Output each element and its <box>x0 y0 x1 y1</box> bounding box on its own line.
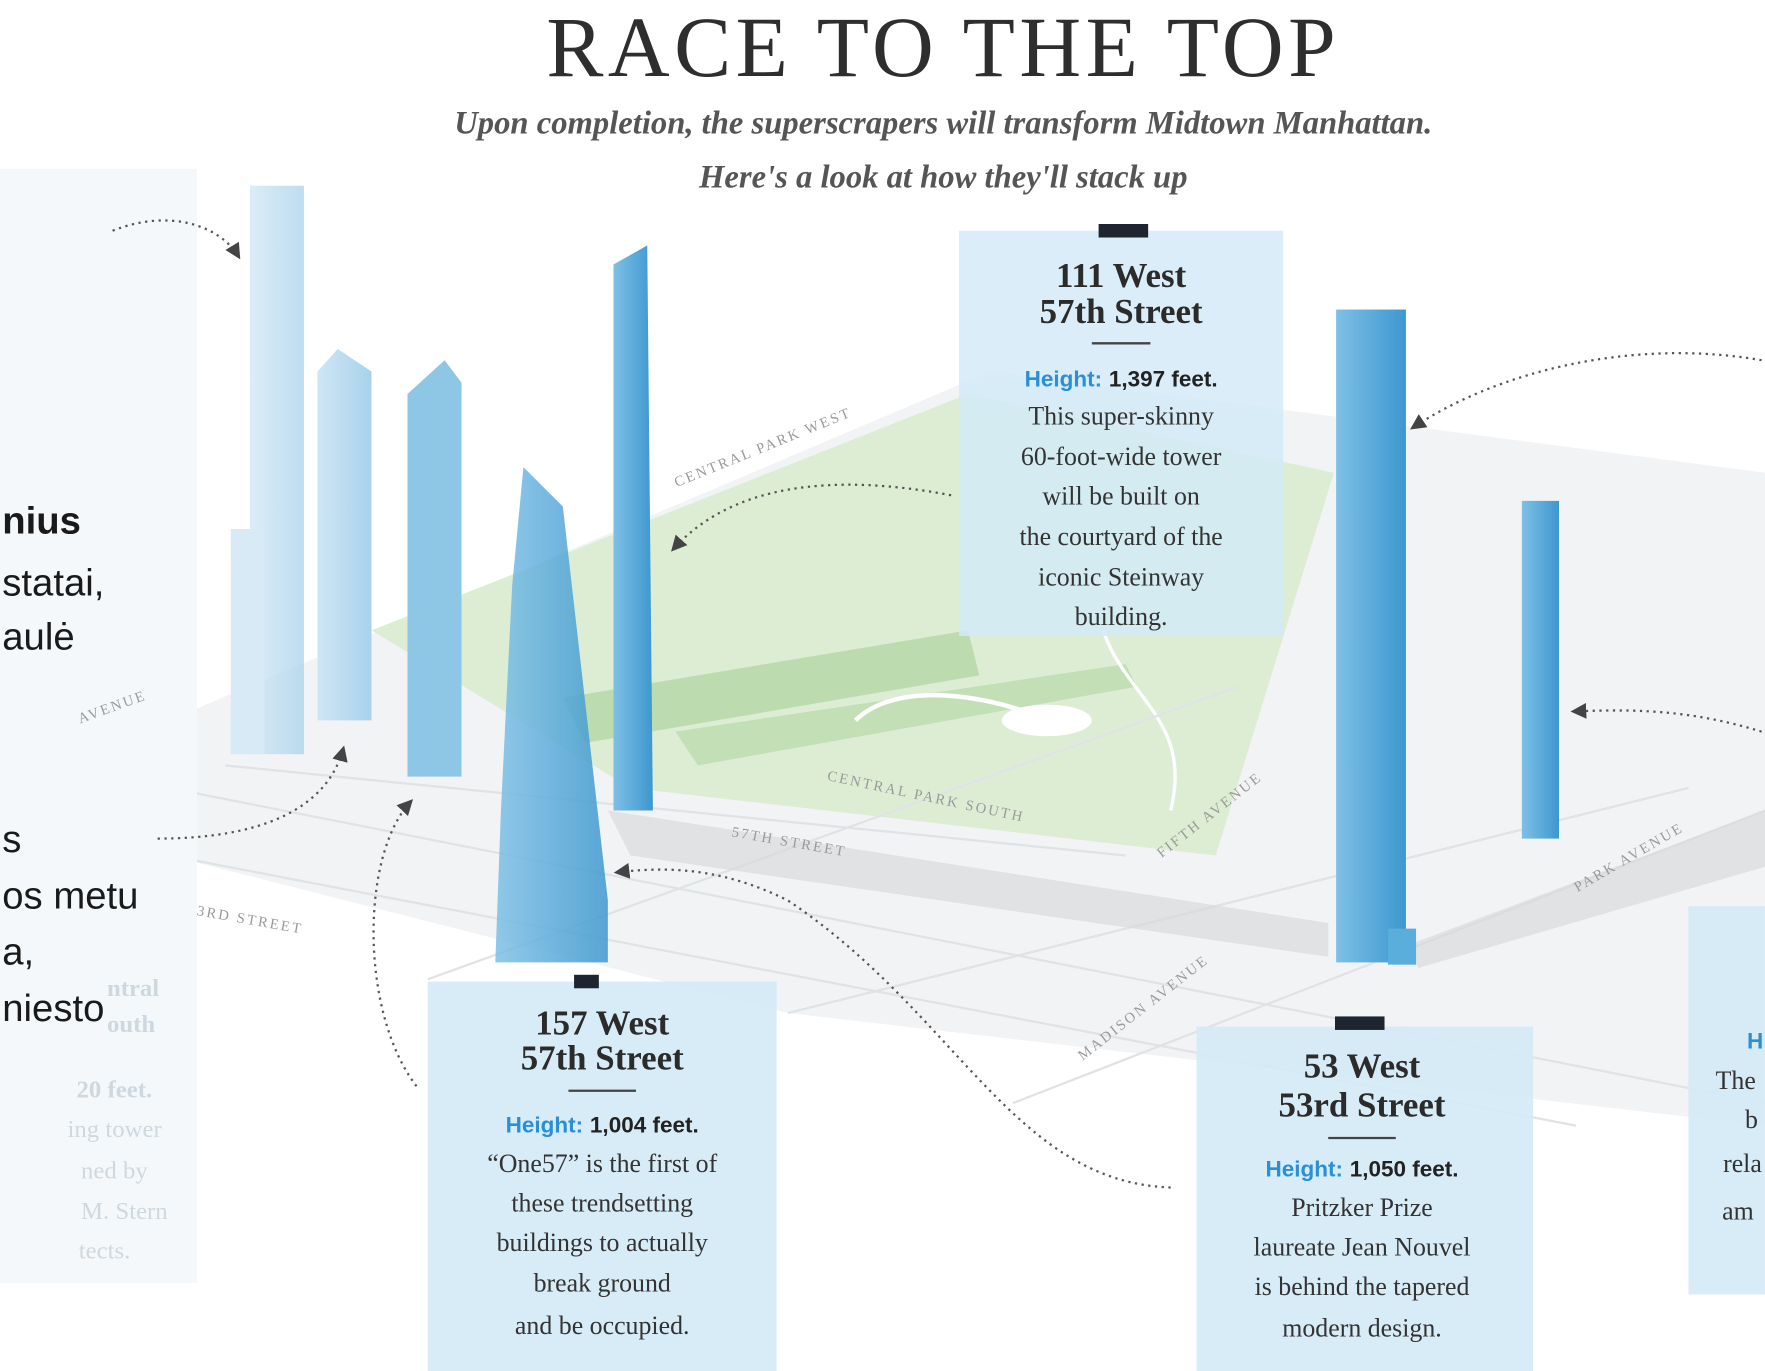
subtitle: Upon completion, the superscrapers will … <box>454 106 1432 142</box>
arrows <box>112 219 1762 1189</box>
partial-text: The <box>1716 1066 1756 1095</box>
callout-text: modern design. <box>1282 1313 1442 1342</box>
street-label: 3RD STREET <box>196 903 305 937</box>
buildings <box>230 185 1559 965</box>
callout-text: iconic Steinway <box>1038 563 1204 592</box>
callout: 157 West 57th Street Height: 1,004 feet. … <box>427 974 777 1371</box>
partial-text: b <box>1745 1105 1758 1134</box>
callout-text: will be built on <box>1042 482 1199 511</box>
overlay-text: nius statai, aulė s os metu a, niesto <box>2 500 138 1030</box>
callout-text: the courtyard of the <box>1019 522 1222 551</box>
callout-text: and be occupied. <box>515 1311 690 1340</box>
building <box>1521 500 1559 839</box>
building <box>1387 928 1417 965</box>
callout-box <box>1196 1026 1534 1371</box>
callout-text: these trendsetting <box>511 1188 693 1217</box>
callout-name: 57th Street <box>1040 292 1203 331</box>
height: Height: 1,004 feet. <box>506 1113 699 1138</box>
marker-bar <box>574 974 599 989</box>
callout-box <box>1688 906 1765 1295</box>
overlay-line: s <box>2 818 21 861</box>
overlay-line: a, <box>2 931 34 974</box>
callout-text: is behind the tapered <box>1255 1272 1470 1301</box>
building <box>1336 309 1406 963</box>
building <box>407 360 462 777</box>
marker-bar <box>1098 223 1149 238</box>
overlay-line: nius <box>2 500 81 543</box>
callout-text: building. <box>1075 602 1168 631</box>
callout-text: buildings to actually <box>497 1228 708 1257</box>
height-value: 1,050 feet. <box>1350 1157 1459 1182</box>
overlay-line: statai, <box>2 561 104 604</box>
faded-text: outh <box>107 1011 155 1038</box>
callout-text: break ground <box>534 1268 671 1297</box>
callout-text: 60-foot-wide tower <box>1021 442 1222 471</box>
callout-name: 157 West <box>535 1004 669 1043</box>
callout-name: 111 West <box>1056 256 1187 295</box>
callout-text: This super-skinny <box>1028 402 1214 431</box>
overlay-line: os metu <box>2 874 138 917</box>
callout-name: 53rd Street <box>1279 1086 1446 1125</box>
height-label: Height: <box>1265 1157 1343 1182</box>
callout-box <box>959 230 1284 636</box>
marker-bar <box>1334 1016 1385 1030</box>
callout: 53 West 53rd Street Height: 1,050 feet. P… <box>1196 1016 1534 1371</box>
faded-text: ing tower <box>68 1116 163 1143</box>
building <box>317 348 372 721</box>
partial-text: rela <box>1723 1149 1762 1178</box>
height-label: Height: <box>506 1113 584 1138</box>
building <box>230 529 265 755</box>
building <box>495 467 608 963</box>
height-label: Height: <box>1025 366 1103 391</box>
height-value: 1,397 feet. <box>1109 366 1218 391</box>
faded-callout: ntral outh 20 feet. ing tower ned by M. … <box>68 975 168 1264</box>
height: Height: 1,050 feet. <box>1265 1157 1458 1182</box>
faded-text: 20 feet. <box>77 1077 153 1104</box>
callout-text: laureate Jean Nouvel <box>1254 1232 1471 1261</box>
partial-text: H <box>1747 1028 1763 1053</box>
callout-box <box>427 981 777 1371</box>
callout-text: Pritzker Prize <box>1291 1193 1433 1222</box>
faded-text: ned by <box>81 1158 148 1185</box>
overlay-line: aulė <box>2 615 74 658</box>
faded-text: M. Stern <box>81 1198 168 1225</box>
callout-name: 57th Street <box>521 1038 684 1077</box>
height-value: 1,004 feet. <box>590 1113 699 1138</box>
building <box>613 245 653 811</box>
callout-text: “One57” is the first of <box>487 1149 717 1178</box>
faded-text: tects. <box>79 1237 131 1264</box>
partial-callout: H The b rela am <box>1688 906 1765 1295</box>
partial-text: am <box>1722 1196 1754 1225</box>
title: RACE TO THE TOP <box>546 0 1340 95</box>
faded-text: ntral <box>107 975 159 1002</box>
callout-name: 53 West <box>1304 1046 1421 1085</box>
callout: 111 West 57th Street Height: 1,397 feet. … <box>959 223 1284 636</box>
height: Height: 1,397 feet. <box>1025 366 1218 391</box>
overlay-line: niesto <box>2 987 104 1030</box>
faded-panel <box>0 168 197 1284</box>
subtitle: Here's a look at how they'll stack up <box>698 160 1187 196</box>
